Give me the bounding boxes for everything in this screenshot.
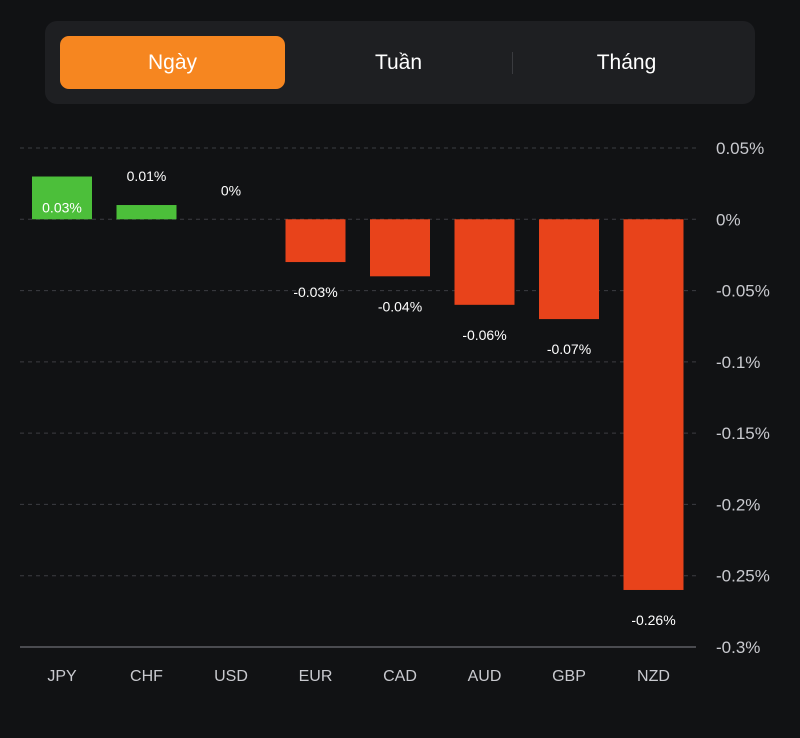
bar-nzd[interactable]: [623, 219, 684, 590]
value-label: 0%: [221, 182, 241, 198]
y-tick-label: -0.3%: [716, 638, 760, 657]
value-label: 0.03%: [42, 199, 82, 215]
bar-jpy[interactable]: [32, 176, 92, 220]
x-category-label: CAD: [383, 668, 417, 685]
x-category-label: GBP: [552, 668, 586, 685]
value-label: -0.26%: [631, 612, 675, 628]
x-category-label: CHF: [130, 668, 163, 685]
y-tick-label: 0%: [716, 210, 741, 229]
value-label: -0.07%: [547, 341, 591, 357]
bar-chf[interactable]: [116, 205, 177, 220]
period-segmented-control: Ngày Tuần Tháng: [45, 21, 755, 104]
x-category-label: NZD: [637, 668, 670, 685]
tab-divider: [512, 52, 513, 74]
bar-cad[interactable]: [370, 219, 430, 277]
y-tick-label: -0.25%: [716, 567, 770, 586]
tab-month[interactable]: Tháng: [596, 50, 657, 74]
value-label: -0.06%: [462, 327, 506, 343]
y-tick-label: -0.1%: [716, 353, 760, 372]
y-tick-label: 0.05%: [716, 139, 764, 158]
bar-gbp[interactable]: [539, 219, 599, 320]
tab-day[interactable]: Ngày: [60, 36, 285, 89]
x-category-label: USD: [214, 668, 248, 685]
y-tick-label: -0.15%: [716, 424, 770, 443]
tab-week[interactable]: Tuần: [374, 50, 423, 74]
x-category-label: EUR: [299, 668, 333, 685]
value-label: -0.03%: [293, 284, 337, 300]
y-tick-label: -0.2%: [716, 495, 760, 514]
x-category-label: AUD: [468, 668, 502, 685]
y-tick-label: -0.05%: [716, 282, 770, 301]
bar-aud[interactable]: [454, 219, 515, 305]
x-category-label: JPY: [47, 668, 77, 685]
value-label: 0.01%: [127, 168, 167, 184]
value-label: -0.04%: [378, 298, 422, 314]
bar-eur[interactable]: [285, 219, 346, 263]
